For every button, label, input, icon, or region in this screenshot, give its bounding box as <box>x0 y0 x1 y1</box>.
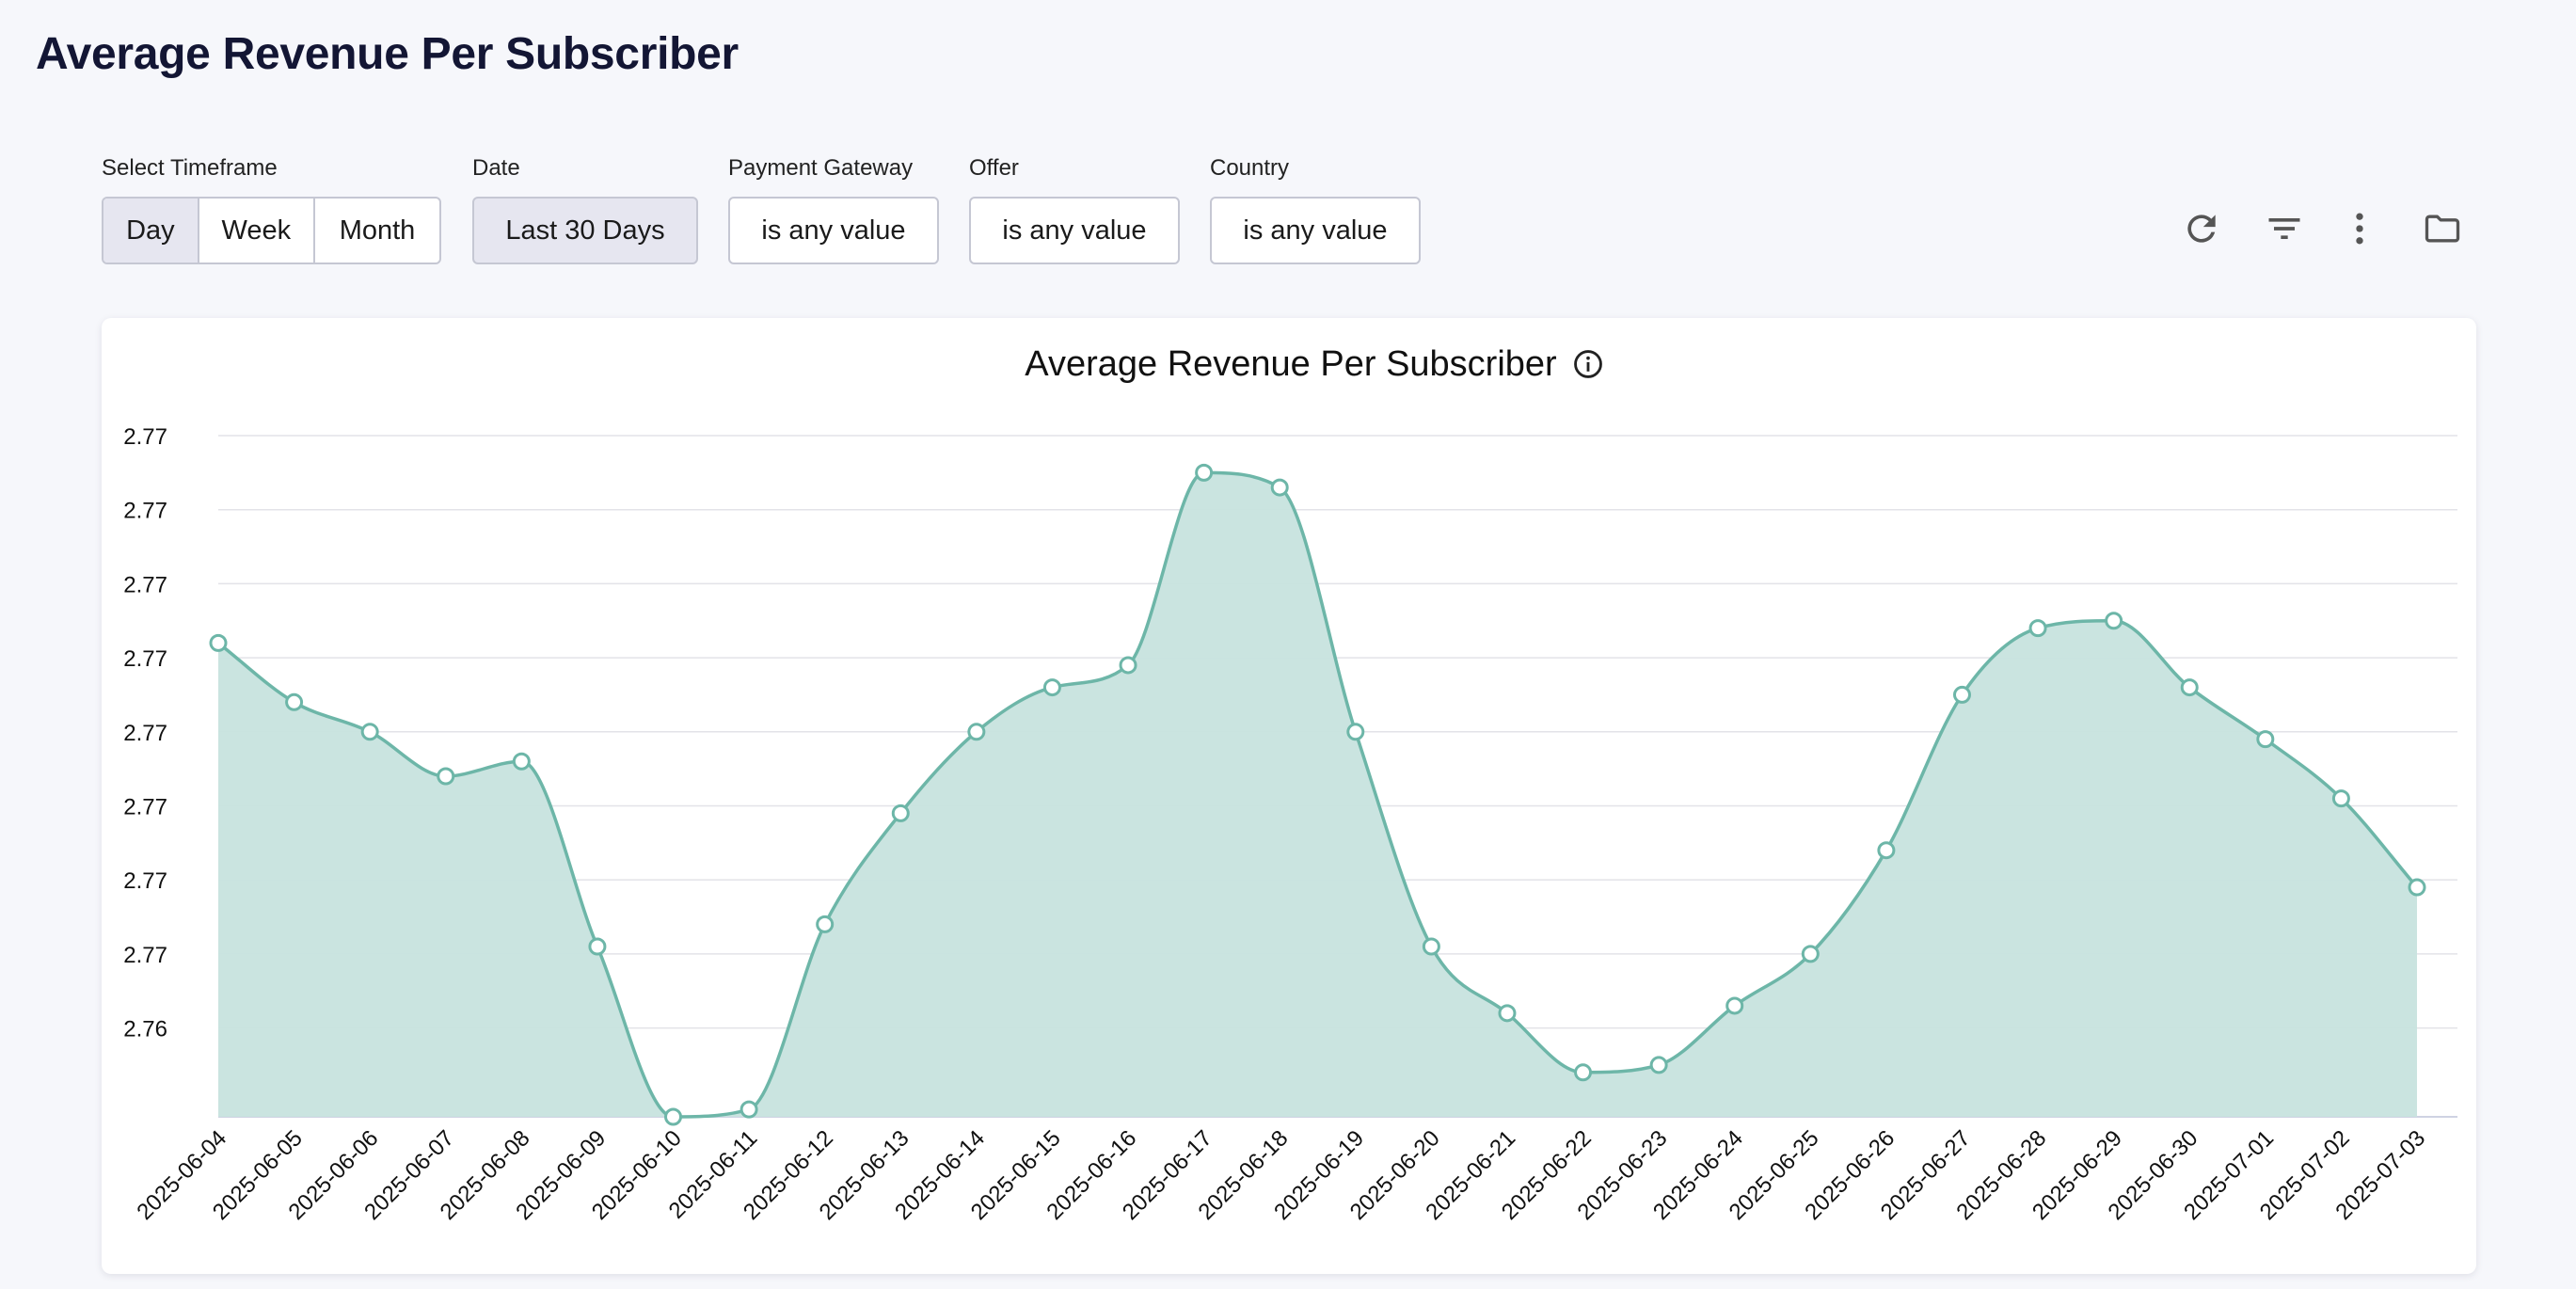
data-point <box>2180 678 2199 697</box>
data-point <box>209 633 228 652</box>
more-vertical-icon[interactable] <box>2339 208 2380 249</box>
y-tick-label: 2.77 <box>123 646 167 672</box>
timeframe-segmented-control: Day Week Month <box>102 197 441 264</box>
y-tick-label: 2.76 <box>123 1017 167 1042</box>
y-tick-label: 2.77 <box>123 572 167 597</box>
data-point <box>2408 878 2426 897</box>
data-point <box>816 915 835 933</box>
chart-title: Average Revenue Per Subscriber <box>1025 343 1557 384</box>
info-icon[interactable] <box>1572 348 1604 380</box>
page-title: Average Revenue Per Subscriber <box>36 29 739 79</box>
y-tick-label: 2.77 <box>123 721 167 746</box>
area-chart: 2.762.772.772.772.772.772.772.772.772025… <box>123 424 2457 1225</box>
data-point <box>1877 841 1896 860</box>
timeframe-month-button[interactable]: Month <box>339 215 416 246</box>
data-point <box>1801 945 1820 963</box>
data-point <box>967 723 986 741</box>
data-point <box>588 937 607 956</box>
data-point <box>1042 678 1061 697</box>
data-point <box>1574 1063 1593 1082</box>
data-point <box>1346 723 1365 741</box>
data-point <box>1649 1056 1668 1074</box>
data-point <box>1952 685 1971 704</box>
chart-card: Average Revenue Per Subscriber 2.76 2.77 2… <box>102 318 2476 1274</box>
data-point <box>891 804 910 822</box>
timeframe-week-button[interactable]: Week <box>199 199 315 263</box>
chart-header: Average Revenue Per Subscriber <box>102 341 2476 388</box>
country-button[interactable]: is any value <box>1210 197 1421 264</box>
data-point <box>2331 789 2350 808</box>
data-point <box>1195 463 1214 482</box>
payment-gateway-label: Payment Gateway <box>728 155 914 181</box>
date-label: Date <box>472 155 520 181</box>
y-tick-label: 2.77 <box>123 943 167 968</box>
country-filter: Country is any value <box>1210 155 1421 264</box>
data-point <box>2256 730 2275 749</box>
data-point <box>739 1100 758 1119</box>
y-tick-label: 2.77 <box>123 499 167 524</box>
data-point <box>1498 1004 1517 1023</box>
date-filter: Date Last 30 Days <box>472 155 698 264</box>
timeframe-day-button[interactable]: Day <box>103 199 199 263</box>
y-tick-label: 2.77 <box>123 868 167 894</box>
data-point <box>2028 619 2047 638</box>
offer-label: Offer <box>969 155 1019 181</box>
series-area <box>218 472 2417 1117</box>
data-point <box>1725 996 1744 1015</box>
payment-gateway-button[interactable]: is any value <box>728 197 939 264</box>
data-point <box>285 692 304 711</box>
data-point <box>360 723 379 741</box>
data-point <box>437 767 455 786</box>
data-point <box>664 1107 683 1126</box>
country-label: Country <box>1210 155 1290 181</box>
data-point <box>1119 656 1137 675</box>
folder-icon[interactable] <box>2422 208 2463 249</box>
timeframe-label: Select Timeframe <box>102 155 278 181</box>
data-point <box>1422 937 1440 956</box>
offer-button[interactable]: is any value <box>969 197 1180 264</box>
timeframe-filter: Select Timeframe Day Week Month <box>102 155 441 264</box>
y-tick-label: 2.77 <box>123 794 167 820</box>
y-tick-label: 2.77 <box>123 424 167 450</box>
date-range-button[interactable]: Last 30 Days <box>472 197 698 264</box>
payment-gateway-filter: Payment Gateway is any value <box>728 155 939 264</box>
offer-filter: Offer is any value <box>969 155 1180 264</box>
data-point <box>1270 478 1289 497</box>
data-point <box>512 752 531 771</box>
refresh-icon[interactable] <box>2181 208 2222 249</box>
filter-icon[interactable] <box>2264 208 2305 249</box>
data-point <box>2105 612 2123 630</box>
